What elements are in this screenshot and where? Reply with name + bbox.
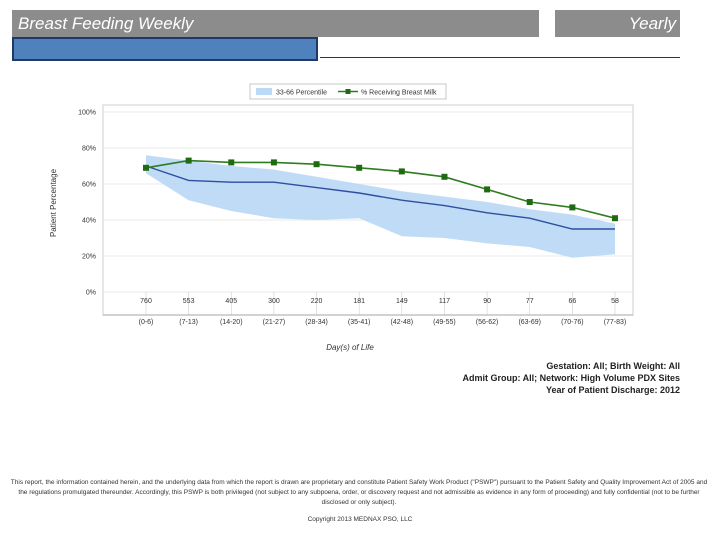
breast-milk-point xyxy=(612,215,618,222)
x-tick-label: (35-41) xyxy=(348,319,371,326)
y-tick-label: 80% xyxy=(82,146,96,153)
x-tick-label: (28-34) xyxy=(305,319,328,326)
legend-band-label: 33-66 Percentile xyxy=(276,90,327,97)
axes: 100% 80% 60% 40% 20% 0% 760 (0-6) 553 (7-13) 405 (1… xyxy=(78,110,633,326)
x-count-label: 77 xyxy=(526,298,534,305)
median-line xyxy=(145,165,615,230)
breast-milk-point xyxy=(143,164,149,171)
disclaimer-text: This report, the information contained h… xyxy=(10,479,708,506)
y-tick-label: 40% xyxy=(82,218,96,225)
breast-milk-point xyxy=(526,199,533,205)
y-axis-label: Patient Percentage xyxy=(49,168,58,237)
breast-milk-line xyxy=(145,159,616,219)
x-tick-label: (14-20) xyxy=(220,319,243,326)
filter-line-year: Year of Patient Discharge: 2012 xyxy=(545,385,680,395)
percentile-band-area xyxy=(146,155,615,258)
x-count-label: 66 xyxy=(568,298,576,305)
x-count-label: 117 xyxy=(439,298,450,305)
x-count-label: 90 xyxy=(483,298,491,305)
legend-series-marker xyxy=(345,89,351,94)
breast-milk-point xyxy=(356,164,363,171)
x-tick-label: (56-62) xyxy=(476,319,499,326)
filter-line-gestation: Gestation: All; Birth Weight: All xyxy=(546,361,680,371)
x-tick-label: (70-76) xyxy=(561,319,584,326)
title-underline-bar xyxy=(12,37,318,61)
x-count-label: 405 xyxy=(225,298,237,305)
legend-band-swatch xyxy=(256,88,272,95)
x-tick-label: (0-6) xyxy=(139,319,154,326)
breast-milk-point xyxy=(270,159,277,166)
x-count-label: 300 xyxy=(268,298,280,305)
legend: 33-66 Percentile % Receiving Breast Milk xyxy=(249,83,447,100)
copyright-text: Copyright 2013 MEDNAX PSO, LLC xyxy=(307,516,413,523)
breast-milk-point xyxy=(484,186,491,193)
y-tick-label: 60% xyxy=(82,182,96,189)
series-lines xyxy=(143,157,618,230)
divider xyxy=(320,57,680,58)
breast-milk-point xyxy=(441,173,448,180)
breast-milk-point xyxy=(185,157,192,164)
y-tick-label: 20% xyxy=(82,254,96,261)
y-tick-label: 0% xyxy=(86,290,96,297)
report-filters: Gestation: All; Birth Weight: All Admit … xyxy=(462,360,680,396)
x-count-label: 760 xyxy=(140,298,152,305)
x-tick-label: (49-55) xyxy=(433,319,456,326)
x-tick-label: (42-48) xyxy=(391,319,414,326)
line-chart: 100% 80% 60% 40% 20% 0% 760 (0-6) 553 (7-13) 405 (1… xyxy=(49,83,634,352)
x-count-label: 181 xyxy=(353,298,365,305)
x-tick-label: (7-13) xyxy=(179,319,198,326)
report-title: Breast Feeding Weekly xyxy=(12,10,539,37)
x-count-label: 58 xyxy=(611,298,619,305)
period-label: Yearly xyxy=(555,10,680,37)
breast-milk-point xyxy=(398,168,405,175)
filter-line-network: Admit Group: All; Network: High Volume P… xyxy=(462,373,680,383)
x-count-label: 220 xyxy=(311,298,323,305)
x-tick-label: (63-69) xyxy=(518,319,541,326)
y-tick-label: 100% xyxy=(78,110,96,117)
breast-milk-point xyxy=(569,204,576,211)
x-axis-label: Day(s) of Life xyxy=(326,343,374,352)
x-count-label: 553 xyxy=(183,298,195,305)
percentile-band xyxy=(146,155,615,258)
x-count-label: 149 xyxy=(396,298,408,305)
legend-series-label: % Receiving Breast Milk xyxy=(361,90,437,97)
x-tick-label: (77-83) xyxy=(604,319,627,326)
breast-milk-point xyxy=(313,161,320,168)
breast-milk-point xyxy=(228,159,235,166)
x-tick-label: (21-27) xyxy=(263,319,286,326)
